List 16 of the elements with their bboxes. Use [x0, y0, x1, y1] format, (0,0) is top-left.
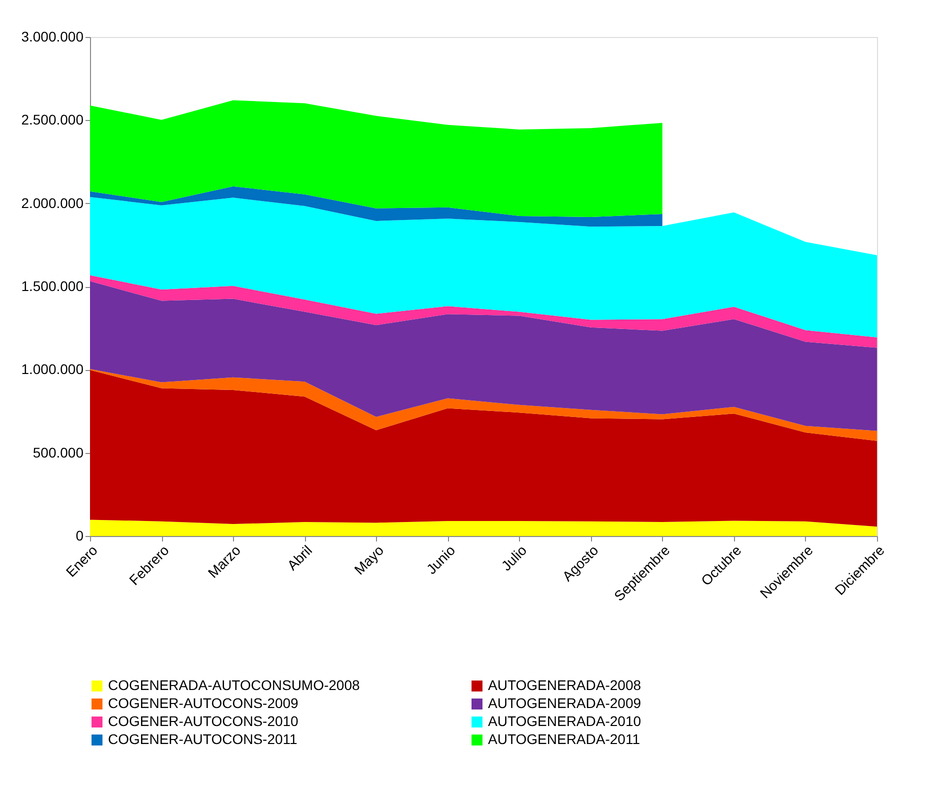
y-tick-label: 1.000.000 [21, 361, 84, 378]
y-tick-label: 1.500.000 [21, 278, 84, 294]
x-tick-label: Julio [498, 542, 530, 574]
y-tick-label: 500.000 [32, 444, 84, 460]
legend-label: AUTOGENERADA-2011 [488, 731, 640, 747]
y-tick-label: 2.000.000 [21, 194, 84, 211]
legend-label: AUTOGENERADA-2009 [488, 695, 642, 711]
legend-label: AUTOGENERADA-2008 [488, 677, 642, 693]
legend-label: COGENER-AUTOCONS-2010 [108, 713, 299, 729]
y-tick-label: 0 [76, 528, 84, 544]
legend-label: COGENER-AUTOCONS-2009 [108, 695, 299, 711]
legend-label: AUTOGENERADA-2010 [488, 713, 642, 729]
legend-label: COGENER-AUTOCONS-2011 [108, 731, 298, 747]
legend-label: COGENERADA-AUTOCONSUMO-2008 [108, 677, 360, 693]
y-tick-label: 2.500.000 [21, 112, 84, 128]
y-tick-label: 3.000.000 [21, 28, 84, 44]
